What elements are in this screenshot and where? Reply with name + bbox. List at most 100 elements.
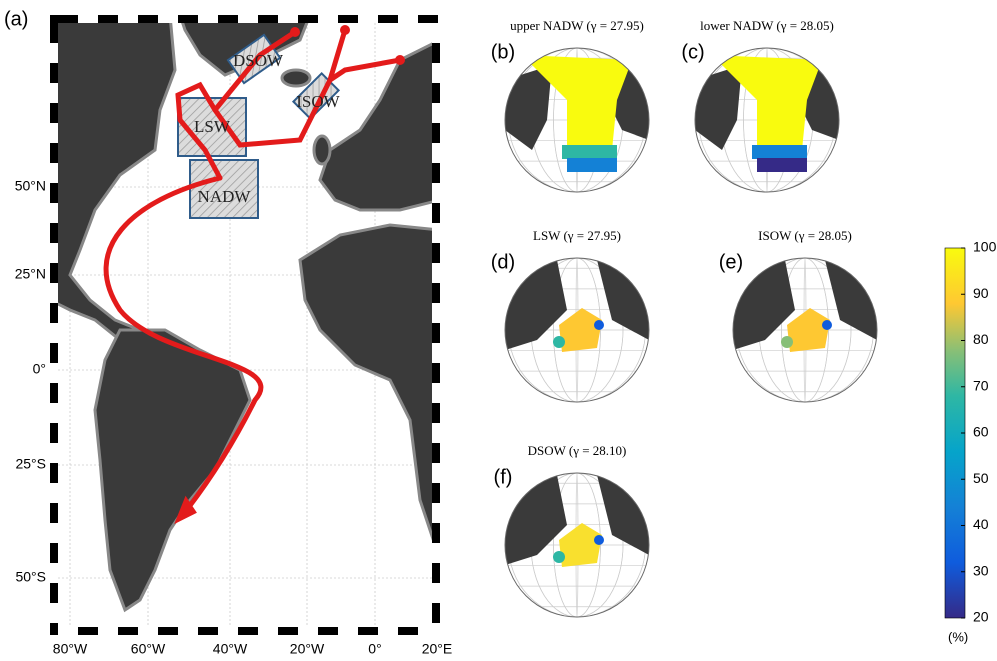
frame-tick — [432, 303, 440, 323]
frame-tick — [118, 15, 138, 23]
frame-tick — [50, 203, 58, 223]
globe-panel: LSW (γ = 27.95)(d) — [491, 228, 649, 402]
frame-tick — [358, 15, 378, 23]
frame-tick — [198, 15, 218, 23]
frame-tick — [438, 15, 458, 23]
frame-tick — [338, 627, 358, 635]
globe-data-patch — [822, 320, 832, 330]
frame-tick — [58, 627, 78, 635]
region-label: DSOW — [233, 51, 284, 70]
lat-label: 50°N — [15, 178, 46, 194]
frame-tick — [78, 15, 98, 23]
frame-tick — [318, 15, 338, 23]
colorbar-tick-label: 50 — [973, 470, 989, 486]
frame-tick — [258, 627, 278, 635]
region-label: NADW — [198, 187, 252, 206]
frame-tick — [432, 543, 440, 563]
lon-label: 0° — [368, 641, 381, 657]
globe-title: ISOW (γ = 28.05) — [758, 228, 852, 243]
globe-data-patch — [752, 145, 807, 159]
frame-tick — [50, 123, 58, 143]
frame-tick — [432, 383, 440, 403]
globe-data-patch — [553, 551, 565, 563]
lat-label: 25°N — [15, 266, 46, 282]
frame-tick — [50, 323, 58, 343]
frame-tick — [432, 263, 440, 283]
frame-tick — [238, 15, 258, 23]
frame-tick — [178, 627, 198, 635]
frame-tick — [432, 23, 440, 43]
colorbar-tick-label: 100 — [973, 239, 997, 255]
colorbar-tick-label: 40 — [973, 516, 989, 532]
colorbar-unit: (%) — [948, 629, 968, 644]
lat-label: 50°S — [15, 569, 46, 585]
frame-tick — [50, 243, 58, 263]
frame-tick — [432, 583, 440, 603]
globe-data-patch — [553, 336, 565, 348]
colorbar-tick-label: 30 — [973, 562, 989, 578]
lon-label: 40°W — [213, 641, 248, 657]
region-label: ISOW — [296, 92, 340, 111]
globe-data-patch — [567, 158, 617, 172]
map-panel: DSOW ISOW LSW NADW (a) — [4, 8, 458, 661]
colorbar-tick-label: 60 — [973, 424, 989, 440]
frame-tick — [138, 627, 158, 635]
frame-tick — [50, 603, 58, 623]
frame-tick — [432, 343, 440, 363]
frame-tick — [378, 627, 398, 635]
globe-data-patch — [757, 158, 807, 172]
lat-label: 25°S — [15, 456, 46, 472]
frame-tick — [50, 563, 58, 583]
panel-label: (f) — [494, 466, 513, 488]
lon-label: 60°W — [131, 641, 166, 657]
frame-tick — [432, 463, 440, 483]
lat-label: 0° — [33, 361, 46, 377]
frame-tick — [50, 283, 58, 303]
frame-tick — [432, 423, 440, 443]
globe-title: lower NADW (γ = 28.05) — [700, 18, 834, 33]
panel-label: (c) — [681, 41, 704, 63]
frame-tick — [278, 15, 298, 23]
frame-tick — [98, 627, 118, 635]
frame-tick — [50, 403, 58, 423]
globe-data-patch — [781, 336, 793, 348]
globe-data-patch — [594, 320, 604, 330]
panel-label: (b) — [491, 41, 515, 63]
frame-tick — [50, 483, 58, 503]
colorbar-tick-label: 90 — [973, 285, 989, 301]
frame-tick — [50, 443, 58, 463]
frame-tick — [158, 15, 178, 23]
globe-panel: upper NADW (γ = 27.95) (b) — [491, 18, 649, 192]
frame-tick — [50, 163, 58, 183]
frame-tick — [298, 627, 318, 635]
frame-tick — [398, 15, 418, 23]
region-label: LSW — [194, 117, 231, 136]
frame-tick — [218, 627, 238, 635]
colorbar-tick-label: 80 — [973, 331, 989, 347]
panel-label: (e) — [719, 251, 743, 273]
frame-tick — [50, 523, 58, 543]
frame-tick — [432, 223, 440, 243]
globe-panel: ISOW (γ = 28.05) (e) — [719, 228, 877, 402]
panel-label: (a) — [4, 8, 28, 30]
globe-title: upper NADW (γ = 27.95) — [510, 18, 644, 33]
colorbar-tick-label: 20 — [973, 609, 989, 625]
frame-tick — [432, 103, 440, 123]
frame-tick — [50, 43, 58, 63]
globe-panel: lower NADW (γ = 28.05) (c) — [681, 18, 839, 192]
frame-tick — [432, 63, 440, 83]
colorbar-tick-label: 70 — [973, 377, 989, 393]
frame-tick — [50, 363, 58, 383]
frame-tick — [432, 183, 440, 203]
panel-label: (d) — [491, 251, 515, 273]
frame-tick — [432, 143, 440, 163]
globe-data-patch — [594, 535, 604, 545]
globe-title: DSOW (γ = 28.10) — [528, 443, 627, 458]
figure: DSOW ISOW LSW NADW (a) upper NADW (γ = 27.9… — [0, 0, 997, 661]
frame-tick — [432, 503, 440, 523]
lon-label: 80°W — [53, 641, 88, 657]
lon-label: 20°E — [422, 641, 453, 657]
frame-tick — [50, 83, 58, 103]
globe-panel: DSOW (γ = 28.10) (f) — [494, 443, 649, 617]
globe-data-patch — [562, 145, 617, 159]
